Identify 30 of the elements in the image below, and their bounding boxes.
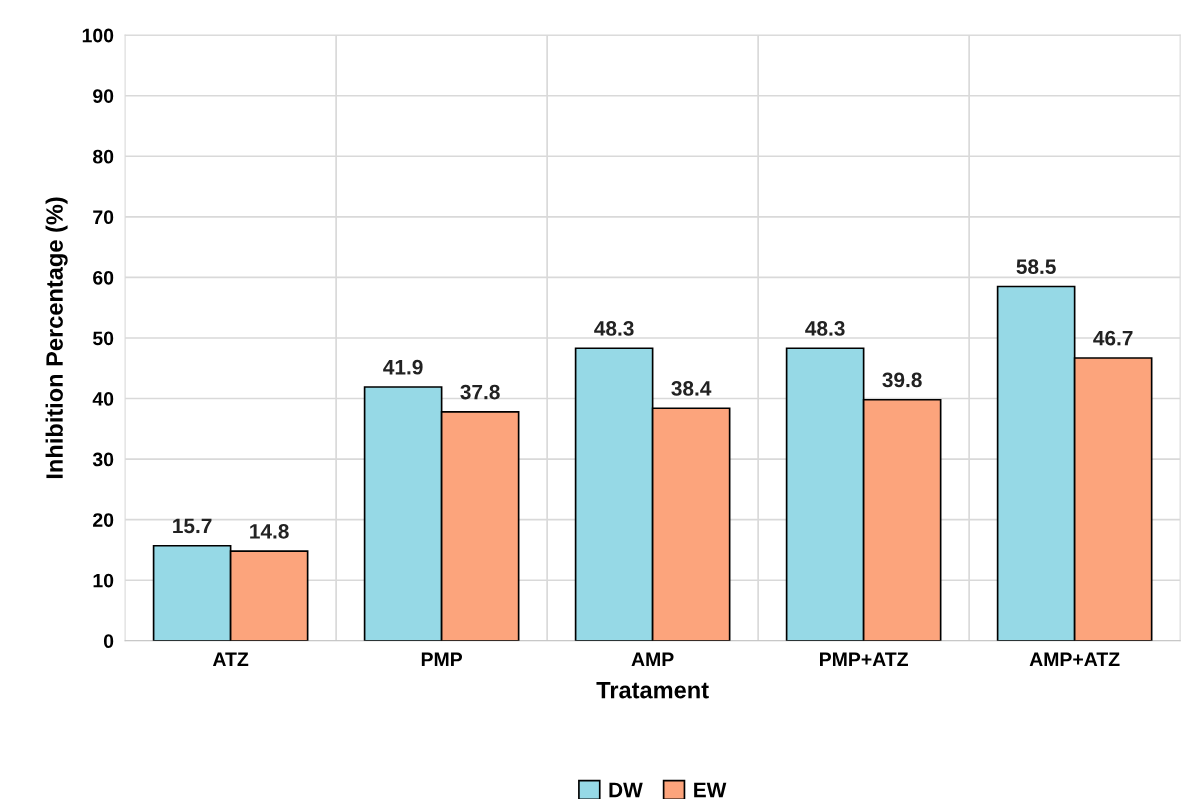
x-tick-label: ATZ (212, 652, 249, 666)
y-tick-label: 100 (82, 28, 114, 43)
data-label: 15.7 (173, 518, 212, 534)
x-tick-label: AMP+ATZ (1029, 652, 1120, 666)
data-label: 46.7 (1093, 330, 1133, 346)
y-tick-label: 80 (92, 149, 114, 164)
legend-label: EW (694, 782, 727, 798)
x-tick-label: PMP+ATZ (820, 652, 908, 666)
data-label: 37.8 (460, 384, 500, 400)
x-tick-label: PMP (421, 652, 463, 666)
data-label: 41.9 (383, 359, 423, 375)
x-tick-label: AMP (631, 652, 674, 666)
y-tick-label: 60 (93, 270, 114, 285)
y-tick-label: 70 (93, 210, 114, 225)
y-tick-label: 20 (93, 513, 114, 527)
y-tick-label: 0 (103, 634, 114, 649)
data-label: 48.3 (805, 321, 845, 336)
y-tick-label: 40 (92, 392, 114, 406)
data-label: 48.3 (594, 321, 634, 336)
data-label: 58.5 (1016, 259, 1056, 275)
data-label: 39.8 (882, 372, 922, 388)
y-tick-label: 90 (93, 89, 114, 103)
legend-label: DW (609, 782, 643, 798)
y-axis-title: Inhibition Percentage (%) (45, 197, 68, 479)
data-label: 38.4 (671, 381, 712, 396)
data-label: 14.8 (250, 523, 289, 539)
y-tick-label: 10 (93, 573, 114, 588)
y-tick-label: 50 (92, 331, 114, 346)
y-tick-label: 30 (92, 452, 114, 467)
x-axis-title: Tratament (596, 682, 709, 699)
